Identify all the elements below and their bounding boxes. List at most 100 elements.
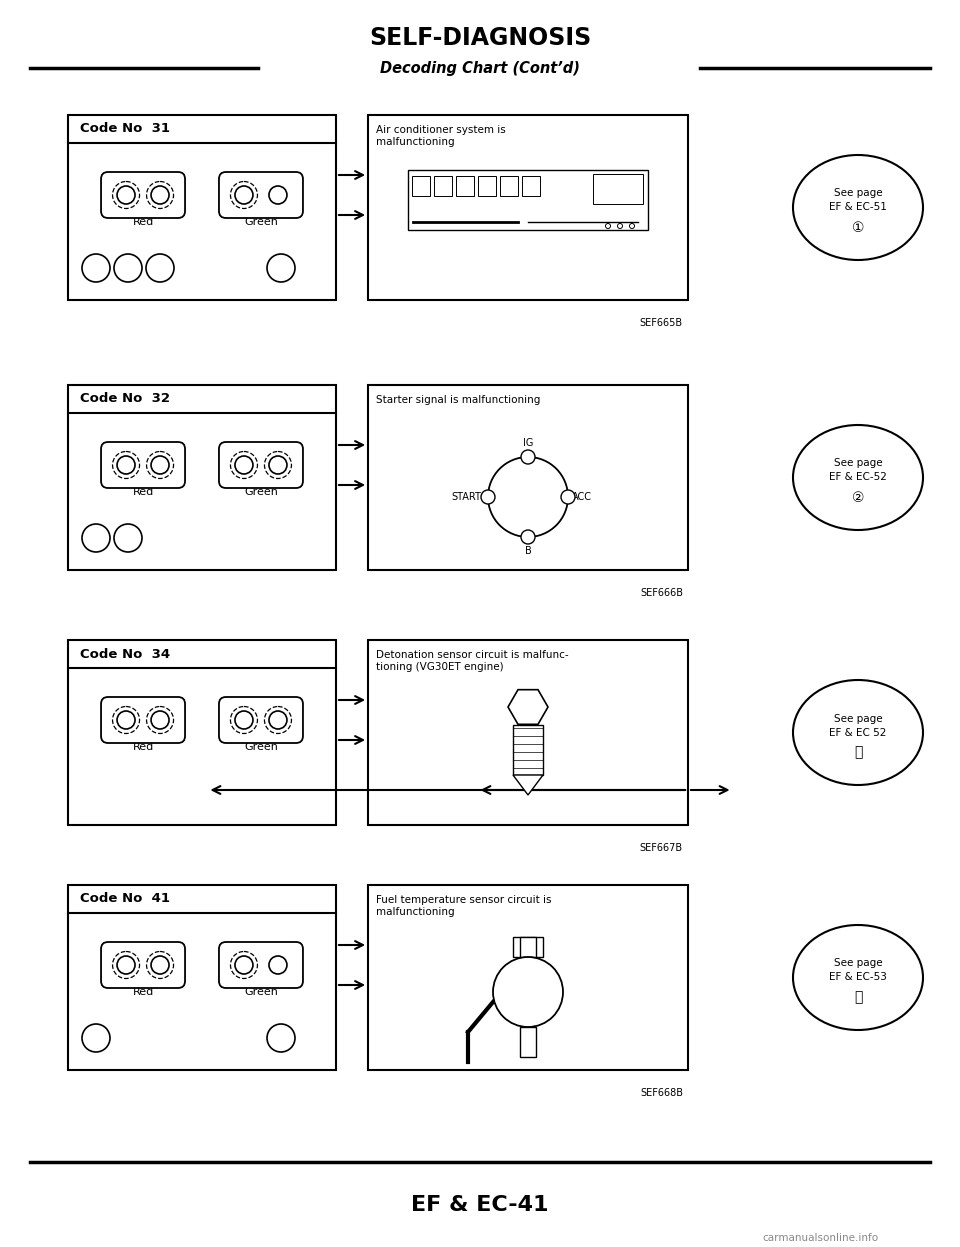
Circle shape [117, 456, 135, 474]
Circle shape [269, 186, 287, 205]
Circle shape [146, 254, 174, 282]
Text: Green: Green [244, 217, 277, 227]
Text: START: START [451, 493, 481, 503]
Circle shape [630, 223, 635, 228]
Text: Decoding Chart (Cont’d): Decoding Chart (Cont’d) [380, 61, 580, 76]
Bar [368, 385, 688, 570]
Circle shape [114, 254, 142, 282]
Circle shape [481, 490, 495, 504]
FancyBboxPatch shape [219, 172, 303, 218]
Circle shape [151, 186, 169, 205]
Circle shape [235, 711, 252, 729]
Bar [500, 176, 518, 196]
Bar [478, 176, 496, 196]
Text: Code No  34: Code No 34 [80, 647, 170, 661]
Ellipse shape [793, 925, 923, 1030]
Text: IG: IG [523, 438, 533, 448]
Ellipse shape [793, 425, 923, 530]
Text: B: B [524, 546, 532, 556]
Text: SELF-DIAGNOSIS: SELF-DIAGNOSIS [369, 26, 591, 50]
Text: Ⓛ: Ⓛ [853, 990, 862, 1005]
FancyBboxPatch shape [219, 941, 303, 988]
Text: Air conditioner system is
malfunctioning: Air conditioner system is malfunctioning [376, 125, 506, 147]
FancyBboxPatch shape [101, 172, 185, 218]
Text: Red: Red [132, 742, 154, 752]
Text: EF & EC-41: EF & EC-41 [411, 1195, 549, 1215]
Bar [513, 725, 543, 774]
Circle shape [82, 254, 110, 282]
Circle shape [488, 456, 568, 537]
Bar [434, 176, 452, 196]
Bar [513, 936, 543, 956]
Bar [68, 385, 336, 570]
Circle shape [82, 524, 110, 552]
Circle shape [493, 956, 563, 1028]
Bar [368, 115, 688, 301]
Circle shape [521, 530, 535, 544]
Text: Code No  32: Code No 32 [80, 393, 170, 405]
Bar [368, 640, 688, 826]
Text: See page: See page [833, 959, 882, 969]
Text: Green: Green [244, 488, 277, 498]
Text: ①: ① [852, 221, 864, 234]
Circle shape [606, 223, 611, 228]
Circle shape [267, 1024, 295, 1052]
Text: Red: Red [132, 986, 154, 998]
Circle shape [117, 956, 135, 974]
Text: SEF667B: SEF667B [640, 843, 683, 853]
Text: Green: Green [244, 742, 277, 752]
Bar [520, 1028, 536, 1057]
Text: EF & EC-52: EF & EC-52 [829, 473, 887, 483]
Bar [68, 640, 336, 826]
Circle shape [151, 956, 169, 974]
Circle shape [151, 456, 169, 474]
Text: Green: Green [244, 986, 277, 998]
Bar [68, 115, 336, 301]
Circle shape [235, 186, 252, 205]
Circle shape [117, 186, 135, 205]
Text: Code No  41: Code No 41 [80, 893, 170, 905]
Text: Code No  31: Code No 31 [80, 122, 170, 136]
Circle shape [117, 711, 135, 729]
Text: ACC: ACC [572, 493, 592, 503]
Circle shape [235, 956, 252, 974]
FancyBboxPatch shape [219, 441, 303, 488]
FancyBboxPatch shape [101, 941, 185, 988]
Circle shape [521, 450, 535, 464]
Polygon shape [508, 690, 548, 725]
Bar [593, 175, 643, 205]
Bar [522, 176, 540, 196]
Text: Detonation sensor circuit is malfunc-
tioning (VG30ET engine): Detonation sensor circuit is malfunc- ti… [376, 650, 568, 672]
Bar [368, 885, 688, 1070]
Text: Starter signal is malfunctioning: Starter signal is malfunctioning [376, 395, 540, 405]
Bar [68, 885, 336, 1070]
Text: EF & EC-53: EF & EC-53 [829, 973, 887, 983]
Ellipse shape [793, 680, 923, 786]
Text: EF & EC 52: EF & EC 52 [829, 727, 887, 737]
FancyBboxPatch shape [101, 441, 185, 488]
Text: Ⓚ: Ⓚ [853, 746, 862, 759]
Text: See page: See page [833, 713, 882, 723]
Text: carmanualsonline.info: carmanualsonline.info [762, 1233, 878, 1243]
FancyBboxPatch shape [219, 697, 303, 743]
Circle shape [269, 456, 287, 474]
Circle shape [561, 490, 575, 504]
Text: See page: See page [833, 459, 882, 469]
Bar [520, 936, 536, 956]
Circle shape [151, 711, 169, 729]
Text: Red: Red [132, 488, 154, 498]
Text: ②: ② [852, 490, 864, 505]
Circle shape [235, 456, 252, 474]
Ellipse shape [793, 155, 923, 261]
Text: SEF665B: SEF665B [640, 318, 683, 328]
Text: See page: See page [833, 188, 882, 198]
Text: Red: Red [132, 217, 154, 227]
Circle shape [114, 524, 142, 552]
Bar [456, 176, 474, 196]
Polygon shape [513, 774, 543, 796]
Circle shape [269, 711, 287, 729]
Circle shape [267, 254, 295, 282]
Text: SEF668B: SEF668B [640, 1087, 683, 1099]
Bar [412, 176, 430, 196]
Circle shape [82, 1024, 110, 1052]
